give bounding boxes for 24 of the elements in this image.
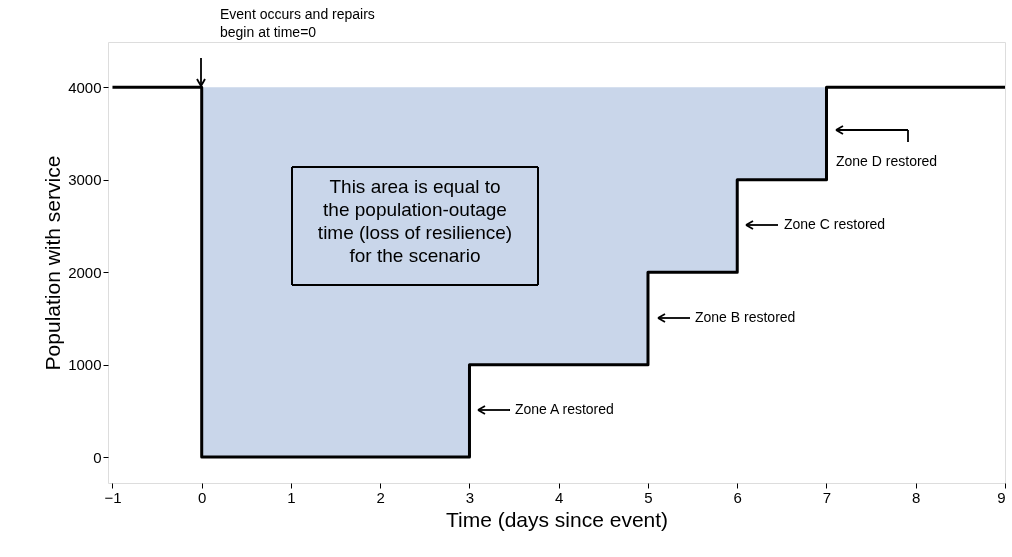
y-tick-label: 4000 [68,78,102,96]
annotation: This area is equal to the population-outage time (loss of resilience) for the scenario [317,176,513,266]
y-tick-label: 1000 [68,356,102,374]
x-tick-label: 3 [465,488,475,506]
annotation: Zone B restored [695,309,796,325]
text: Event occurs and repairs begin at time=0 [220,6,375,40]
x-tick-label: −1 [104,488,122,506]
x-axis-title: Time (days since event) [445,507,669,531]
annotation: Zone A restored [515,401,614,417]
y-tick-label: 2000 [68,263,102,281]
y-axis-title: Population with service [41,155,65,371]
x-tick-label: 8 [912,488,921,506]
y-tick-label: 0 [93,448,102,466]
x-tick-label: 5 [644,488,653,506]
x-tick-label: 0 [198,488,207,506]
x-tick-label: 2 [376,488,385,506]
y-tick-label: 3000 [68,171,102,189]
annotation: Zone C restored [784,216,886,232]
x-tick-label: 6 [733,488,742,506]
x-tick-label: 7 [822,488,832,506]
annotation: Zone D restored [836,153,938,169]
x-tick-label: 9 [997,488,1006,506]
x-tick-label: 4 [555,488,564,506]
x-tick-label: 1 [287,488,296,506]
